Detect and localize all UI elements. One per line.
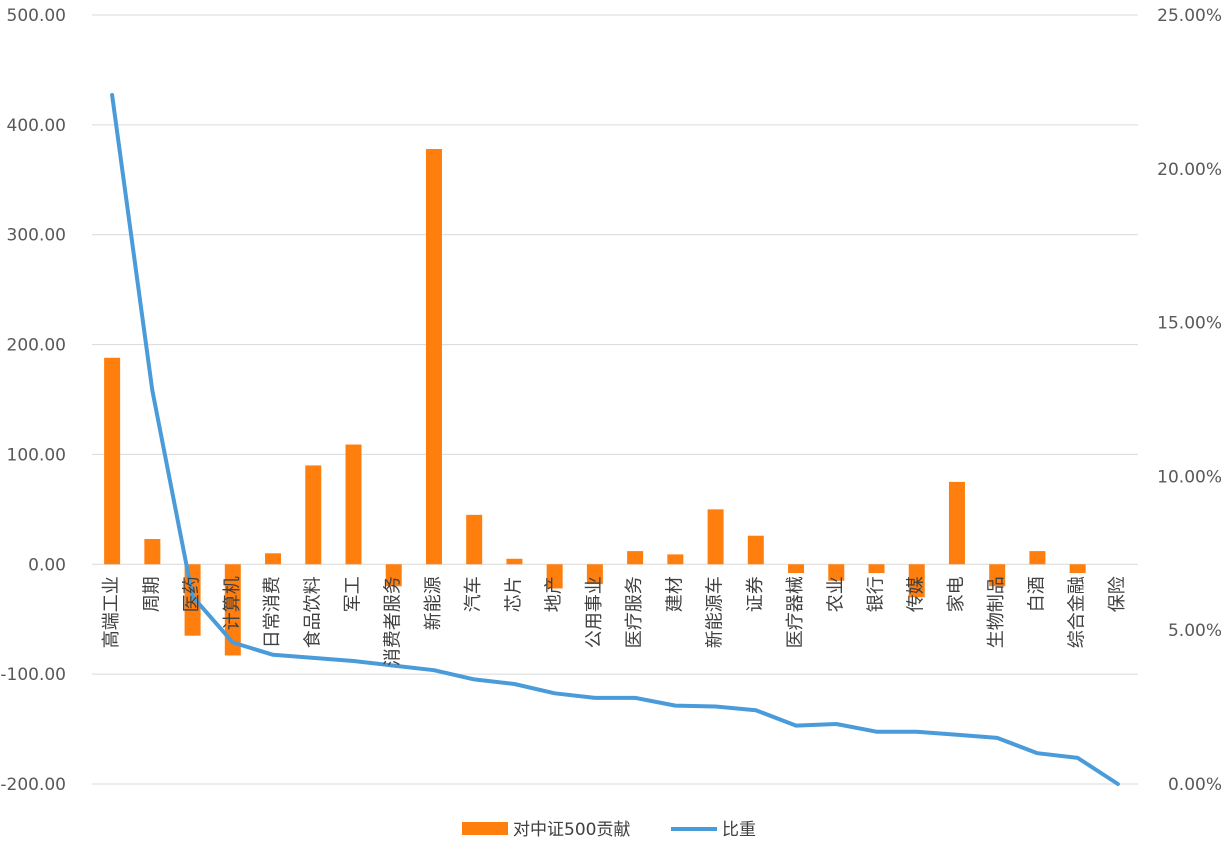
bar	[224, 564, 241, 656]
bar-series	[104, 149, 1086, 656]
bar	[627, 551, 644, 565]
legend-swatch-bar	[462, 822, 508, 835]
left-tick-label: -100.00	[0, 665, 66, 685]
category-label: 新能源	[423, 576, 444, 630]
bar	[707, 509, 724, 565]
bar	[506, 558, 523, 565]
bar	[948, 481, 965, 565]
bar	[265, 553, 282, 565]
category-label: 军工	[343, 576, 364, 612]
category-label: 白酒	[1026, 576, 1047, 612]
category-label: 保险	[1107, 576, 1128, 612]
right-tick-label: 15.00%	[1157, 314, 1222, 334]
right-tick-label: 10.00%	[1157, 467, 1222, 487]
category-label: 消费者服务	[383, 576, 404, 666]
left-tick-label: 300.00	[7, 226, 66, 246]
right-axis-ticks: 25.00% 20.00% 15.00% 10.00% 5.00% 0.00%	[1157, 6, 1222, 795]
category-label: 银行	[866, 576, 887, 612]
category-label: 周期	[141, 576, 162, 612]
category-label: 医药	[182, 576, 203, 612]
right-tick-label: 5.00%	[1168, 621, 1222, 641]
bar	[104, 357, 121, 565]
category-label: 农业	[825, 576, 846, 612]
bar	[144, 539, 161, 565]
bar	[586, 564, 603, 585]
category-label: 医疗服务	[624, 576, 645, 648]
bar	[385, 564, 402, 587]
bar	[345, 444, 362, 565]
right-tick-label: 0.00%	[1168, 775, 1222, 795]
category-label: 证券	[745, 576, 766, 612]
category-label: 综合金融	[1067, 576, 1088, 648]
left-tick-label: 200.00	[7, 336, 66, 356]
category-label: 建材	[664, 576, 685, 612]
left-tick-label: 0.00	[28, 555, 66, 575]
left-tick-label: -200.00	[0, 775, 66, 795]
left-axis-ticks: 500.00 400.00 300.00 200.00 100.00 0.00 -100.0…	[0, 6, 66, 795]
category-label: 地产	[544, 576, 565, 612]
bar	[546, 564, 563, 589]
category-label: 计算机	[222, 576, 243, 630]
bar	[466, 514, 483, 565]
right-tick-label: 25.00%	[1157, 6, 1222, 26]
left-tick-label: 500.00	[7, 6, 66, 26]
legend-label-line: 比重	[722, 820, 756, 840]
category-label: 汽车	[463, 576, 484, 612]
category-label: 医疗器械	[785, 576, 806, 648]
bar	[908, 564, 925, 598]
left-tick-label: 100.00	[7, 445, 66, 465]
bar	[989, 564, 1006, 587]
right-tick-label: 20.00%	[1157, 160, 1222, 180]
category-label: 家电	[946, 576, 967, 612]
bar	[1069, 564, 1086, 574]
category-label: 公用事业	[584, 576, 605, 648]
bar	[305, 465, 322, 565]
category-label: 芯片	[503, 576, 524, 612]
bar	[425, 149, 442, 565]
gridlines	[92, 14, 1138, 785]
category-label: 传媒	[906, 576, 927, 612]
bar	[788, 564, 805, 574]
category-label: 生物制品	[986, 576, 1007, 648]
left-tick-label: 400.00	[7, 116, 66, 136]
line-series	[110, 93, 1120, 786]
bar	[667, 554, 684, 565]
category-label: 食品饮料	[302, 576, 323, 648]
legend: 对中证500贡献 比重	[462, 820, 756, 840]
bar	[828, 564, 845, 581]
bar	[868, 564, 885, 574]
legend-label-bar: 对中证500贡献	[513, 820, 630, 840]
category-labels: 高端工业 周期 医药 计算机 日常消费 食品饮料 军工 消费者服务 新能源 汽车 芯片 地产 公用事业医…	[101, 576, 1128, 666]
bar	[747, 535, 764, 565]
line-path	[110, 93, 1120, 786]
category-label: 高端工业	[101, 576, 122, 648]
bar	[1029, 551, 1046, 565]
category-label: 日常消费	[262, 576, 283, 648]
category-label: 新能源车	[705, 576, 726, 648]
